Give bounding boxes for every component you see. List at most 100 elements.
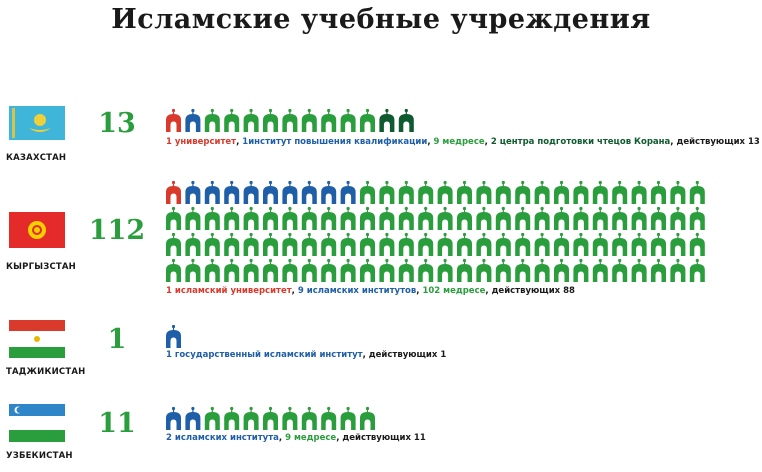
madrasa-icon (418, 232, 434, 256)
madrasa-icon (321, 108, 337, 132)
madrasa-icon (437, 232, 453, 256)
kyrgyzstan-institution-icons (166, 180, 705, 282)
madrasa-icon (515, 258, 531, 282)
kazakhstan-institution-icons (166, 108, 414, 132)
madrasa-icon (360, 258, 375, 282)
madrasa-icon (437, 180, 453, 204)
madrasa-icon (612, 232, 628, 256)
madrasa-icon (224, 232, 240, 256)
madrasa-icon (651, 232, 666, 256)
madrasa-icon (631, 232, 647, 256)
legend-part: 102 медресе (422, 286, 486, 296)
madrasa-icon (418, 206, 434, 230)
madrasa-icon (360, 180, 375, 204)
madrasa-icon (495, 232, 511, 256)
kazakhstan-flag-icon (9, 106, 65, 140)
madrasa-icon (282, 258, 298, 282)
legend-part: , (427, 137, 434, 147)
madrasa-icon (651, 180, 666, 204)
madrasa-icon (185, 206, 201, 230)
madrasa-icon (243, 258, 259, 282)
madrasa-icon (457, 206, 472, 230)
institute-icon (166, 406, 181, 430)
madrasa-icon (554, 258, 569, 282)
madrasa-icon (457, 232, 472, 256)
madrasa-icon (515, 180, 531, 204)
madrasa-icon (631, 206, 647, 230)
madrasa-icon (360, 232, 375, 256)
madrasa-icon (321, 206, 337, 230)
country-total: 11 (98, 408, 136, 439)
madrasa-icon (301, 406, 317, 430)
institute-icon (185, 180, 201, 204)
madrasa-icon (573, 232, 589, 256)
madrasa-icon (476, 232, 492, 256)
madrasa-icon (573, 258, 589, 282)
madrasa-icon (534, 258, 550, 282)
madrasa-icon (321, 406, 337, 430)
legend-part: 1 государственный исламский институт (166, 350, 363, 360)
madrasa-icon (379, 180, 395, 204)
legend-part: , действующих 13 (670, 137, 760, 147)
chart-title: Исламские учебные учреждения (111, 4, 651, 35)
university-icon (166, 108, 181, 132)
tajikistan-legend: 1 государственный исламский институт, де… (166, 350, 446, 360)
madrasa-icon (224, 206, 240, 230)
madrasa-icon (340, 108, 356, 132)
madrasa-icon (670, 180, 686, 204)
madrasa-icon (592, 232, 608, 256)
country-name: ТАДЖИКИСТАН (6, 367, 86, 377)
institute-icon (166, 324, 181, 348)
madrasa-icon (631, 180, 647, 204)
madrasa-icon (437, 258, 453, 282)
uzbekistan-flag-icon (9, 404, 65, 442)
madrasa-icon (243, 406, 259, 430)
legend-part: , (291, 286, 298, 296)
madrasa-icon (573, 180, 589, 204)
institute-icon (243, 180, 259, 204)
institute-icon (204, 180, 220, 204)
madrasa-icon (612, 206, 628, 230)
country-name: КЫРГЫЗСТАН (6, 262, 76, 272)
madrasa-icon (573, 206, 589, 230)
madrasa-icon (495, 258, 511, 282)
madrasa-icon (689, 206, 705, 230)
madrasa-icon (592, 180, 608, 204)
madrasa-icon (204, 406, 220, 430)
madrasa-icon (534, 232, 550, 256)
madrasa-icon (631, 258, 647, 282)
country-total: 1 (107, 324, 127, 355)
madrasa-icon (689, 232, 705, 256)
legend-part: 1институт повышения квалификации (242, 137, 428, 147)
madrasa-icon (360, 406, 375, 430)
madrasa-icon (243, 232, 259, 256)
madrasa-icon (515, 206, 531, 230)
madrasa-icon (224, 108, 240, 132)
legend-part: 9 исламских институтов (297, 286, 417, 296)
madrasa-icon (379, 232, 395, 256)
madrasa-icon (457, 180, 472, 204)
madrasa-icon (379, 258, 395, 282)
madrasa-icon (321, 232, 337, 256)
madrasa-icon (282, 108, 298, 132)
quran_center-icon (379, 108, 395, 132)
madrasa-icon (418, 180, 434, 204)
madrasa-icon (476, 206, 492, 230)
madrasa-icon (592, 206, 608, 230)
madrasa-icon (185, 258, 201, 282)
country-total: 13 (98, 108, 136, 139)
madrasa-icon (670, 232, 686, 256)
institute-icon (282, 180, 298, 204)
madrasa-icon (340, 232, 356, 256)
madrasa-icon (166, 206, 181, 230)
madrasa-icon (495, 206, 511, 230)
madrasa-icon (301, 108, 317, 132)
madrasa-icon (204, 258, 220, 282)
madrasa-icon (379, 206, 395, 230)
kyrgyzstan-legend: 1 исламский университет, 9 исламских инс… (166, 286, 575, 296)
madrasa-icon (495, 180, 511, 204)
madrasa-icon (301, 258, 317, 282)
madrasa-icon (166, 232, 181, 256)
madrasa-icon (554, 206, 569, 230)
kyrgyzstan-flag-icon (9, 212, 65, 248)
